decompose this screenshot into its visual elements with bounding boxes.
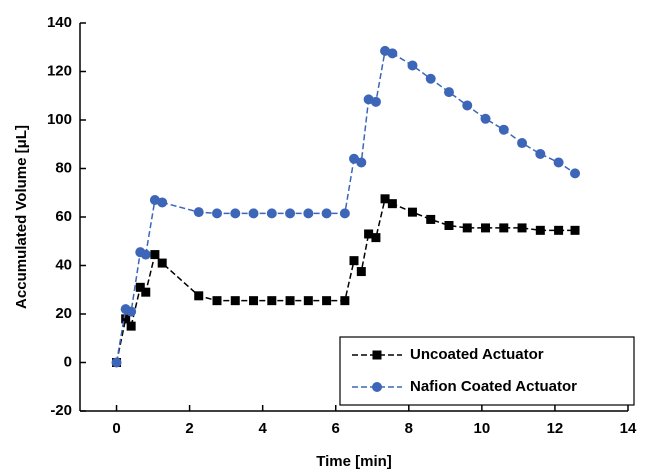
data-point <box>285 296 295 306</box>
legend-marker <box>372 382 382 392</box>
data-point <box>126 321 136 331</box>
data-point <box>111 357 122 368</box>
legend-label: Uncoated Actuator <box>410 346 544 363</box>
data-point <box>212 208 222 219</box>
data-point <box>443 87 454 98</box>
y-tick-label: 40 <box>55 256 72 273</box>
y-tick-label: 140 <box>47 14 72 31</box>
legend-marker <box>372 350 382 360</box>
data-point <box>135 282 145 292</box>
data-point <box>426 214 436 224</box>
data-point <box>340 296 350 306</box>
data-point <box>249 296 259 306</box>
data-point <box>230 208 241 219</box>
data-point <box>444 220 454 230</box>
data-point <box>121 314 131 324</box>
data-point <box>370 96 381 107</box>
data-point <box>339 208 350 219</box>
data-point <box>517 223 527 233</box>
data-point <box>126 306 137 317</box>
x-tick-label: 8 <box>405 420 413 437</box>
data-point <box>535 225 545 235</box>
y-tick-label: 60 <box>55 208 72 225</box>
data-point <box>193 207 204 218</box>
y-tick-label: 0 <box>64 353 72 370</box>
data-point <box>570 168 581 179</box>
data-point <box>481 223 491 233</box>
data-point <box>387 48 398 59</box>
data-point <box>349 256 359 266</box>
data-point <box>150 250 160 260</box>
data-point <box>248 208 259 219</box>
data-point <box>303 208 314 219</box>
data-point <box>570 225 580 235</box>
data-point <box>322 296 332 306</box>
data-point <box>141 287 151 297</box>
data-point <box>321 208 332 219</box>
data-point <box>140 249 151 260</box>
data-point <box>425 73 436 84</box>
data-point <box>194 291 204 301</box>
y-axis-label: Accumulated Volume [μL] <box>13 125 30 309</box>
data-point <box>157 258 167 268</box>
x-tick-label: 10 <box>474 420 491 437</box>
data-point <box>462 100 473 111</box>
x-tick-label: 0 <box>112 420 120 437</box>
y-tick-label: 20 <box>55 305 72 322</box>
data-point <box>212 296 222 306</box>
data-point <box>356 157 367 168</box>
x-axis-label: Time [min] <box>316 453 392 470</box>
data-point <box>157 197 168 208</box>
x-tick-label: 2 <box>185 420 193 437</box>
y-tick-label: 120 <box>47 62 72 79</box>
data-point <box>387 199 397 209</box>
data-point <box>285 208 296 219</box>
data-point <box>230 296 240 306</box>
x-tick-label: 6 <box>332 420 340 437</box>
data-point <box>266 208 277 219</box>
y-tick-label: 100 <box>47 111 72 128</box>
data-point <box>380 194 390 204</box>
data-point <box>267 296 277 306</box>
data-point <box>462 223 472 233</box>
x-tick-label: 12 <box>547 420 564 437</box>
series-line <box>115 49 576 363</box>
data-point <box>407 60 418 71</box>
data-point <box>303 296 313 306</box>
data-point <box>356 267 366 277</box>
data-point <box>364 229 374 239</box>
data-point <box>480 113 491 124</box>
data-point <box>553 157 564 168</box>
data-point <box>371 233 381 243</box>
x-tick-label: 14 <box>620 420 637 437</box>
legend-label: Nafion Coated Actuator <box>410 378 577 395</box>
y-tick-label: -20 <box>50 402 72 419</box>
y-tick-label: 80 <box>55 159 72 176</box>
data-point <box>407 207 417 217</box>
data-point <box>499 223 509 233</box>
legend <box>339 336 635 406</box>
data-point <box>498 124 509 135</box>
data-point <box>517 138 528 149</box>
data-point <box>535 148 546 159</box>
data-point <box>554 225 564 235</box>
x-tick-label: 4 <box>258 420 267 437</box>
